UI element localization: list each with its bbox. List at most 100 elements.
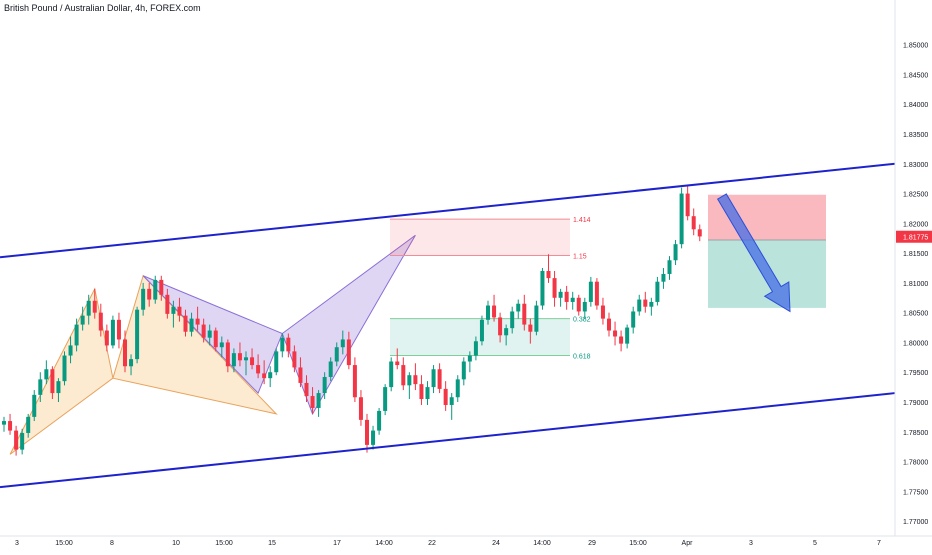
candle-body	[141, 288, 146, 310]
candle-body	[328, 361, 333, 377]
candle-body	[268, 372, 273, 379]
candle-body	[292, 351, 297, 368]
candle-body	[461, 361, 466, 380]
x-tick-label: 22	[428, 540, 436, 547]
chart-title: British Pound / Australian Dollar, 4h, F…	[4, 3, 201, 13]
candle-body	[159, 279, 164, 295]
y-tick-label: 1.85000	[903, 43, 928, 50]
channel-upper-line	[0, 162, 896, 259]
candle-body	[637, 299, 642, 312]
x-tick-label: 24	[492, 540, 500, 547]
candle-body	[50, 369, 55, 394]
x-tick-label: 3	[15, 540, 19, 547]
x-tick-label: Apr	[682, 540, 694, 547]
candle-body	[534, 305, 539, 332]
candle-body	[594, 281, 599, 306]
candle-body	[631, 311, 636, 328]
x-tick-label: 29	[588, 540, 596, 547]
candle-body	[673, 244, 678, 261]
candle-body	[697, 229, 702, 237]
y-tick-label: 1.79000	[903, 400, 928, 407]
y-tick-label: 1.77000	[903, 519, 928, 526]
candle-body	[625, 327, 630, 344]
candle-body	[26, 416, 31, 433]
candle-body	[588, 281, 593, 302]
candle-body	[213, 330, 218, 348]
y-tick-label: 1.81000	[903, 281, 928, 288]
candle-body	[643, 299, 648, 307]
candle-body	[570, 297, 575, 302]
candle-body	[437, 369, 442, 389]
candle-body	[691, 216, 696, 230]
candle-body	[419, 384, 424, 400]
candle-body	[431, 369, 436, 388]
candle-body	[231, 353, 236, 367]
candle-body	[371, 430, 376, 445]
x-tick-label: 14:00	[533, 540, 551, 547]
candle-body	[655, 281, 660, 302]
x-tick-label: 15:00	[215, 540, 233, 547]
candle-body	[316, 393, 321, 408]
candle-body	[310, 396, 315, 408]
y-tick-label: 1.77500	[903, 489, 928, 496]
y-tick-label: 1.80500	[903, 311, 928, 318]
candle-body	[189, 318, 194, 332]
x-tick-label: 15	[268, 540, 276, 547]
candle-body	[262, 373, 267, 379]
y-tick-label: 1.83000	[903, 162, 928, 169]
candle-body	[68, 345, 73, 356]
candle-body	[44, 369, 49, 380]
candle-body	[274, 351, 279, 373]
candle-body	[413, 375, 418, 385]
candle-body	[183, 315, 188, 332]
candle-body	[104, 330, 109, 346]
candle-body	[346, 339, 351, 366]
candle-body	[123, 339, 127, 367]
candle-body	[613, 330, 618, 337]
candle-body	[358, 397, 363, 420]
candle-body	[377, 410, 382, 431]
candle-body	[546, 270, 551, 279]
x-tick-label: 15:00	[629, 540, 647, 547]
y-tick-label: 1.81500	[903, 251, 928, 258]
candle-body	[528, 324, 533, 332]
candle-body	[116, 319, 121, 340]
candle-body	[407, 375, 412, 386]
candle-body	[195, 318, 200, 325]
y-tick-label: 1.84500	[903, 72, 928, 79]
candle-body	[334, 347, 339, 362]
candle-body	[564, 291, 569, 302]
x-tick-label: 5	[813, 540, 817, 547]
candle-body	[516, 303, 521, 312]
candle-body	[322, 376, 327, 394]
candle-body	[219, 342, 224, 348]
candle-body	[540, 270, 545, 306]
candle-body	[667, 260, 672, 274]
candle-body	[38, 379, 43, 395]
candle-body	[504, 328, 509, 336]
candle-body	[685, 193, 690, 217]
candle-body	[207, 330, 212, 338]
candle-body	[389, 361, 394, 388]
candle-body	[492, 305, 497, 318]
candle-body	[153, 279, 158, 300]
x-tick-label: 7	[877, 540, 881, 547]
candle-body	[498, 317, 503, 336]
y-tick-label: 1.78000	[903, 460, 928, 467]
candle-body	[661, 273, 666, 282]
lines-layer	[0, 162, 896, 489]
candle-body	[298, 367, 303, 383]
down-arrow-icon	[717, 193, 791, 313]
candle-body	[280, 337, 285, 352]
candle-body	[171, 306, 176, 314]
candle-body	[352, 365, 357, 398]
candle-body	[32, 394, 37, 417]
candle-body	[467, 355, 472, 362]
candle-body	[425, 387, 430, 400]
candle-body	[600, 305, 605, 319]
candle-body	[619, 336, 624, 344]
fib-level-label: 0.382	[573, 317, 591, 324]
